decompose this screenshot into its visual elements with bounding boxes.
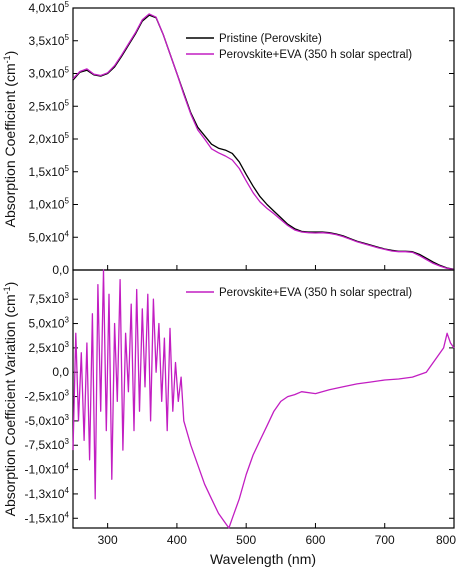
top-panel: 0,0 5,0x104 1,0x105 1,5x105 2,0x105 2,5x105 3,…: [2, 0, 455, 277]
bottom-panel: 7,5x103 5,0x103 2,5x103 0,0 -2,5x103 -5,0x103…: [2, 265, 456, 567]
top-series-group: [72, 13, 455, 271]
top-y-tick-label: 4,0x105: [29, 0, 70, 15]
bottom-y-tick-label: 0,0: [52, 365, 69, 379]
bottom-y-tick-label: -7,5x103: [25, 437, 70, 452]
bottom-legend: Perovskite+EVA (350 h solar spectral): [186, 287, 412, 299]
bottom-y-tick-label: -1,0x104: [25, 462, 70, 477]
bottom-y-tick-label: -1,5x104: [25, 510, 70, 525]
x-tick-label: 500: [236, 533, 256, 547]
top-series-line-1: [72, 13, 455, 271]
top-legend: Pristine (Perovskite) Perovskite+EVA (35…: [186, 33, 412, 61]
x-tick-label: 700: [375, 533, 395, 547]
top-y-tick-label: 3,5x105: [29, 33, 70, 48]
top-y-tick-label: 3,0x105: [29, 66, 70, 81]
x-tick-label: 800: [436, 533, 456, 547]
bottom-y-tick-label: -1,3x104: [25, 486, 70, 501]
bottom-y-tick-label: 7,5x103: [29, 291, 70, 306]
top-y-tick-label: 1,0x105: [29, 197, 70, 212]
top-y-tick-label: 2,0x105: [29, 131, 70, 146]
top-y-tick-label: 0,0: [52, 263, 69, 277]
x-tick-label: 400: [167, 533, 187, 547]
bottom-x-ticks: 300 400 500 600 700 800: [98, 265, 456, 547]
legend-label-perovskite-eva: Perovskite+EVA (350 h solar spectral): [219, 49, 412, 61]
top-y-axis-title: Absorption Coefficient (cm-1): [2, 51, 18, 228]
top-plot-frame: [72, 7, 455, 271]
top-y-ticks: 0,0 5,0x104 1,0x105 1,5x105 2,0x105 2,5x105 3,…: [29, 0, 454, 277]
legend-label-variation: Perovskite+EVA (350 h solar spectral): [219, 287, 412, 299]
legend-label-pristine: Pristine (Perovskite): [219, 33, 322, 45]
bottom-y-tick-label: 5,0x103: [29, 316, 70, 331]
bottom-y-axis-title: Absorption Coefficient Variation (cm-1): [2, 282, 18, 517]
x-tick-label: 300: [98, 533, 118, 547]
bottom-series-group: [72, 269, 455, 529]
top-y-tick-label: 1,5x105: [29, 164, 70, 179]
bottom-y-ticks: 7,5x103 5,0x103 2,5x103 0,0 -2,5x103 -5,0x103…: [25, 291, 454, 525]
x-tick-label: 600: [305, 533, 325, 547]
bottom-y-tick-label: -5,0x103: [25, 413, 70, 428]
top-y-tick-label: 5,0x104: [29, 229, 70, 244]
bottom-y-tick-label: -2,5x103: [25, 389, 70, 404]
x-axis-title: Wavelength (nm): [210, 551, 316, 567]
top-y-tick-label: 2,5x105: [29, 98, 70, 113]
bottom-series-line-0: [72, 269, 455, 529]
bottom-y-tick-label: 2,5x103: [29, 340, 70, 355]
bottom-plot-frame: [72, 269, 455, 529]
